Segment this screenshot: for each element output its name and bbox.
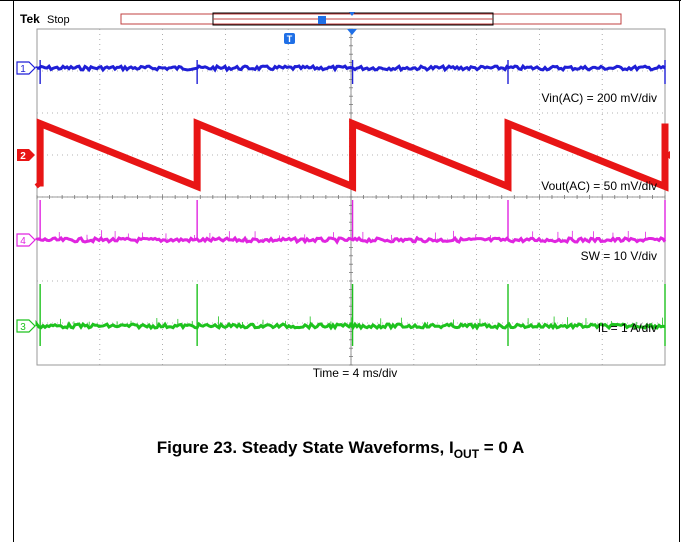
svg-text:T: T (287, 34, 293, 44)
caption-subscript: OUT (453, 447, 480, 461)
caption-text: Figure 23. Steady State Waveforms, I (156, 438, 454, 457)
channel-3-marker[interactable]: 3 (16, 319, 36, 333)
acquisition-status: Stop (47, 14, 70, 26)
svg-text:4: 4 (20, 236, 26, 247)
sw-scale-label: SW = 10 V/div (581, 249, 657, 263)
figure-caption: Figure 23. Steady State Waveforms, IOUT … (0, 438, 681, 461)
waveforms (34, 60, 669, 346)
waveform-vout-ac- (34, 118, 669, 192)
vout-scale-label: Vout(AC) = 50 mV/div (541, 179, 657, 193)
page-frame (13, 0, 680, 542)
record-position-bar[interactable] (120, 12, 622, 26)
channel-2-offscreen-arrow (664, 151, 670, 159)
trigger-point-arrow (347, 29, 357, 35)
page-top-rule (0, 0, 681, 1)
waveform-vin-ac- (35, 60, 666, 84)
graticule (36, 28, 666, 366)
oscilloscope-screen: Tek Stop T 1 2 4 3 Vin(AC) = 200 mV/div … (16, 12, 670, 380)
il-scale-label: IL = 1 A/div (598, 321, 657, 335)
svg-text:3: 3 (20, 322, 26, 333)
svg-text:2: 2 (20, 151, 26, 162)
channel-1-marker[interactable]: 1 (16, 61, 36, 75)
channel-4-marker[interactable]: 4 (16, 233, 36, 247)
scope-brand: Tek (20, 12, 40, 26)
waveform-il (35, 284, 666, 346)
svg-text:1: 1 (20, 64, 26, 75)
time-scale-label: Time = 4 ms/div (313, 366, 398, 380)
caption-suffix: = 0 A (479, 438, 525, 457)
channel-2-marker[interactable]: 2 (17, 149, 35, 162)
trigger-position-marker: T (284, 33, 295, 44)
waveform-sw (35, 200, 667, 245)
vin-scale-label: Vin(AC) = 200 mV/div (542, 91, 658, 105)
